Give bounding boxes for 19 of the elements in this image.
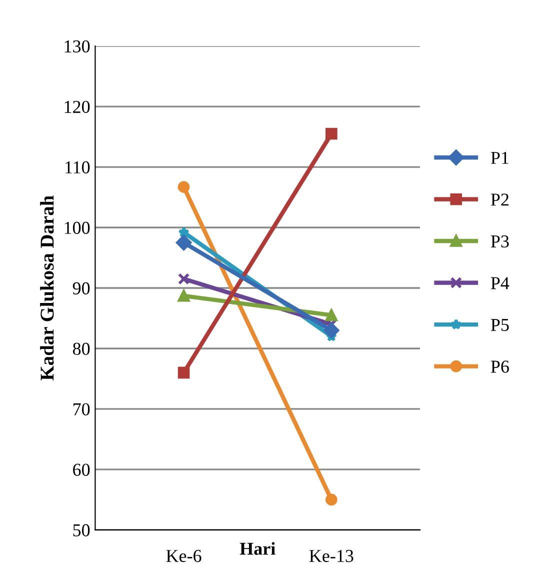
y-tick-label: 50 xyxy=(73,524,90,536)
y-tick-label: 60 xyxy=(73,464,90,476)
legend-label: P1 xyxy=(490,152,508,164)
y-tick-label: 90 xyxy=(72,282,90,294)
y-tick-label: 110 xyxy=(66,161,90,174)
y-axis-title: Kadar Glukosa Darah xyxy=(40,196,54,380)
x-axis-title: Hari xyxy=(240,542,276,555)
legend-label: P4 xyxy=(490,277,510,290)
legend-label: P5 xyxy=(490,319,509,332)
y-tick-label: 80 xyxy=(72,342,90,355)
x-tick-label: Ke-6 xyxy=(166,550,202,562)
y-tick-label: 100 xyxy=(64,222,90,234)
legend-label: P3 xyxy=(490,235,509,248)
y-tick-label: 120 xyxy=(64,100,90,113)
y-tick-label: 130 xyxy=(64,40,90,53)
x-tick-label: Ke-13 xyxy=(309,550,354,562)
legend-label: P6 xyxy=(490,360,509,373)
y-tick-label: 70 xyxy=(73,403,90,416)
legend-label: P2 xyxy=(490,194,508,206)
